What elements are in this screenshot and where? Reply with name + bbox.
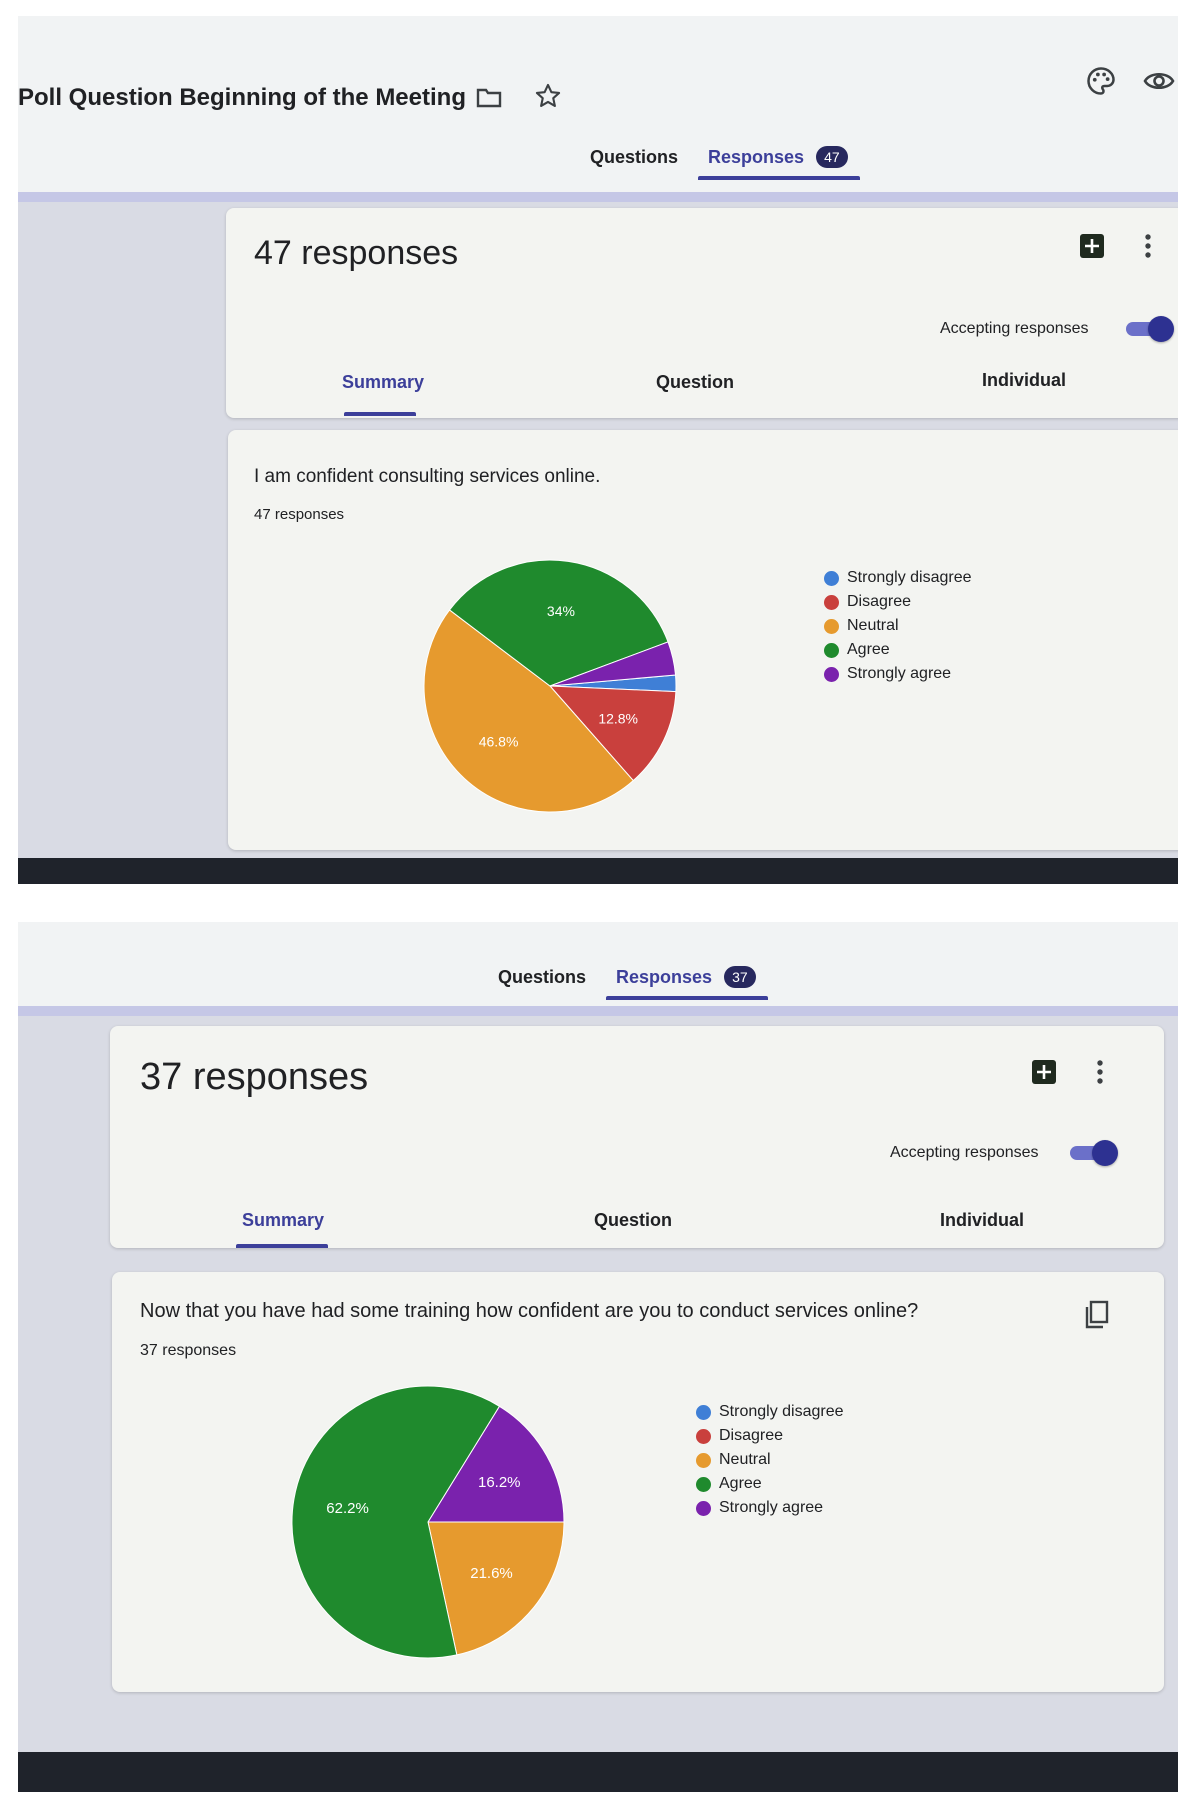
responses-header-card: 37 responses Accepting responses Summary… bbox=[110, 1026, 1164, 1248]
legend-swatch bbox=[824, 618, 839, 634]
accepting-responses-label: Accepting responses bbox=[940, 320, 1089, 337]
pie-slice-disagree[interactable] bbox=[548, 685, 677, 782]
tab-question[interactable]: Question bbox=[594, 1210, 673, 1230]
screenshot-panel-2: Questions Responses 37 37 responses Acce… bbox=[18, 922, 1178, 1792]
summary-underline bbox=[344, 412, 416, 416]
question-response-count: 37 responses bbox=[140, 1342, 237, 1359]
star-icon[interactable] bbox=[532, 80, 564, 112]
legend-label: Neutral bbox=[719, 1451, 771, 1468]
legend-swatch bbox=[696, 1452, 711, 1468]
legend-swatch bbox=[696, 1404, 711, 1420]
responses-header-card: 47 responses Accepting responses Summary… bbox=[226, 208, 1178, 418]
tab-responses[interactable]: Responses 47 bbox=[698, 146, 860, 180]
legend-item-agree: Agree bbox=[696, 1472, 844, 1496]
chart-legend: Strongly disagree Disagree Neutral Agree Str… bbox=[824, 566, 972, 686]
app-header: Poll Question Beginning of the Meeting Q… bbox=[18, 16, 1178, 193]
legend-label: Agree bbox=[719, 1475, 762, 1492]
palette-icon[interactable] bbox=[1084, 64, 1118, 98]
monitor-bezel bbox=[18, 858, 1178, 884]
tab-questions[interactable]: Questions bbox=[498, 966, 587, 987]
pie-data-label-strongly-agree: 16.2% bbox=[478, 1474, 521, 1491]
copy-icon[interactable] bbox=[1082, 1298, 1112, 1332]
sheets-icon[interactable] bbox=[1030, 1058, 1058, 1086]
pie-slice-strongly-agree[interactable] bbox=[427, 1405, 565, 1523]
legend-swatch bbox=[696, 1476, 711, 1492]
eye-icon[interactable] bbox=[1142, 64, 1176, 98]
legend-swatch bbox=[824, 642, 839, 658]
tab-individual[interactable]: Individual bbox=[982, 370, 1067, 390]
legend-label: Strongly disagree bbox=[847, 569, 972, 586]
legend-swatch bbox=[824, 570, 839, 586]
legend-label: Disagree bbox=[719, 1427, 784, 1444]
legend-item-disagree: Disagree bbox=[824, 590, 972, 614]
legend-item-neutral: Neutral bbox=[824, 614, 972, 638]
legend-swatch bbox=[696, 1428, 711, 1444]
question-summary-card: I am confident consulting services onlin… bbox=[228, 430, 1178, 850]
summary-underline bbox=[236, 1244, 328, 1248]
question-response-count: 47 responses bbox=[254, 506, 345, 523]
accepting-responses-label: Accepting responses bbox=[890, 1144, 1039, 1161]
pie-slice-agree[interactable] bbox=[291, 1385, 501, 1659]
pie-slice-strongly-agree[interactable] bbox=[549, 641, 677, 687]
tab-summary[interactable]: Summary bbox=[242, 1210, 325, 1230]
folder-icon[interactable] bbox=[474, 82, 504, 112]
pie-slice-neutral[interactable] bbox=[423, 609, 634, 813]
legend-item-agree: Agree bbox=[824, 638, 972, 662]
legend-swatch bbox=[824, 594, 839, 610]
more-options-icon[interactable] bbox=[1090, 1056, 1110, 1088]
question-text: Now that you have had some training how … bbox=[140, 1300, 919, 1322]
legend-swatch bbox=[696, 1500, 711, 1516]
legend-item-disagree: Disagree bbox=[696, 1424, 844, 1448]
chart-legend: Strongly disagree Disagree Neutral Agree Str… bbox=[696, 1400, 844, 1520]
legend-label: Disagree bbox=[847, 593, 912, 610]
pie-data-label-agree: 62.2% bbox=[326, 1500, 369, 1517]
pie-data-label-disagree: 12.8% bbox=[598, 711, 638, 727]
legend-item-strongly-disagree: Strongly disagree bbox=[824, 566, 972, 590]
header-band bbox=[18, 192, 1178, 202]
legend-label: Strongly disagree bbox=[719, 1403, 844, 1420]
tab-summary[interactable]: Summary bbox=[342, 372, 425, 392]
more-options-icon[interactable] bbox=[1138, 230, 1158, 262]
screenshot-panel-1: Poll Question Beginning of the Meeting Q… bbox=[18, 16, 1178, 884]
pie-data-label-agree: 34% bbox=[547, 603, 575, 619]
legend-label: Neutral bbox=[847, 617, 899, 634]
pie-data-label-neutral: 21.6% bbox=[470, 1565, 513, 1582]
pie-slice-agree[interactable] bbox=[448, 559, 669, 687]
legend-label: Strongly agree bbox=[847, 665, 952, 682]
responses-count-badge: 47 bbox=[816, 146, 848, 168]
main-tabs: Questions Responses 47 bbox=[590, 146, 860, 180]
tab-question[interactable]: Question bbox=[656, 372, 735, 392]
monitor-bezel bbox=[18, 1752, 1178, 1792]
response-count: 47 responses bbox=[254, 234, 459, 272]
app-header: Questions Responses 37 bbox=[18, 922, 1178, 1007]
main-tabs: Questions Responses 37 bbox=[498, 966, 768, 1000]
legend-item-strongly-agree: Strongly agree bbox=[824, 662, 972, 686]
form-title[interactable]: Poll Question Beginning of the Meeting bbox=[18, 84, 466, 111]
pie-chart: 16.2% 21.6% 62.2% bbox=[291, 1385, 565, 1659]
legend-label: Strongly agree bbox=[719, 1499, 824, 1516]
legend-item-strongly-agree: Strongly agree bbox=[696, 1496, 844, 1520]
question-summary-card: Now that you have had some training how … bbox=[112, 1272, 1164, 1692]
legend-label: Agree bbox=[847, 641, 890, 658]
pie-slice-neutral[interactable] bbox=[427, 1521, 565, 1656]
tab-individual[interactable]: Individual bbox=[940, 1210, 1025, 1230]
response-count: 37 responses bbox=[140, 1056, 369, 1098]
pie-chart: 12.8% 46.8% 34% bbox=[423, 559, 677, 813]
legend-item-neutral: Neutral bbox=[696, 1448, 844, 1472]
tab-questions[interactable]: Questions bbox=[590, 146, 679, 167]
tab-responses[interactable]: Responses 37 bbox=[606, 966, 768, 1000]
responses-count-badge: 37 bbox=[724, 966, 756, 988]
legend-swatch bbox=[824, 666, 839, 682]
accepting-responses-toggle[interactable] bbox=[1070, 1140, 1118, 1166]
legend-item-strongly-disagree: Strongly disagree bbox=[696, 1400, 844, 1424]
pie-data-label-neutral: 46.8% bbox=[479, 733, 519, 749]
accepting-responses-toggle[interactable] bbox=[1126, 316, 1174, 342]
sheets-icon[interactable] bbox=[1078, 232, 1106, 260]
question-text: I am confident consulting services onlin… bbox=[254, 466, 601, 487]
header-band bbox=[18, 1006, 1178, 1016]
